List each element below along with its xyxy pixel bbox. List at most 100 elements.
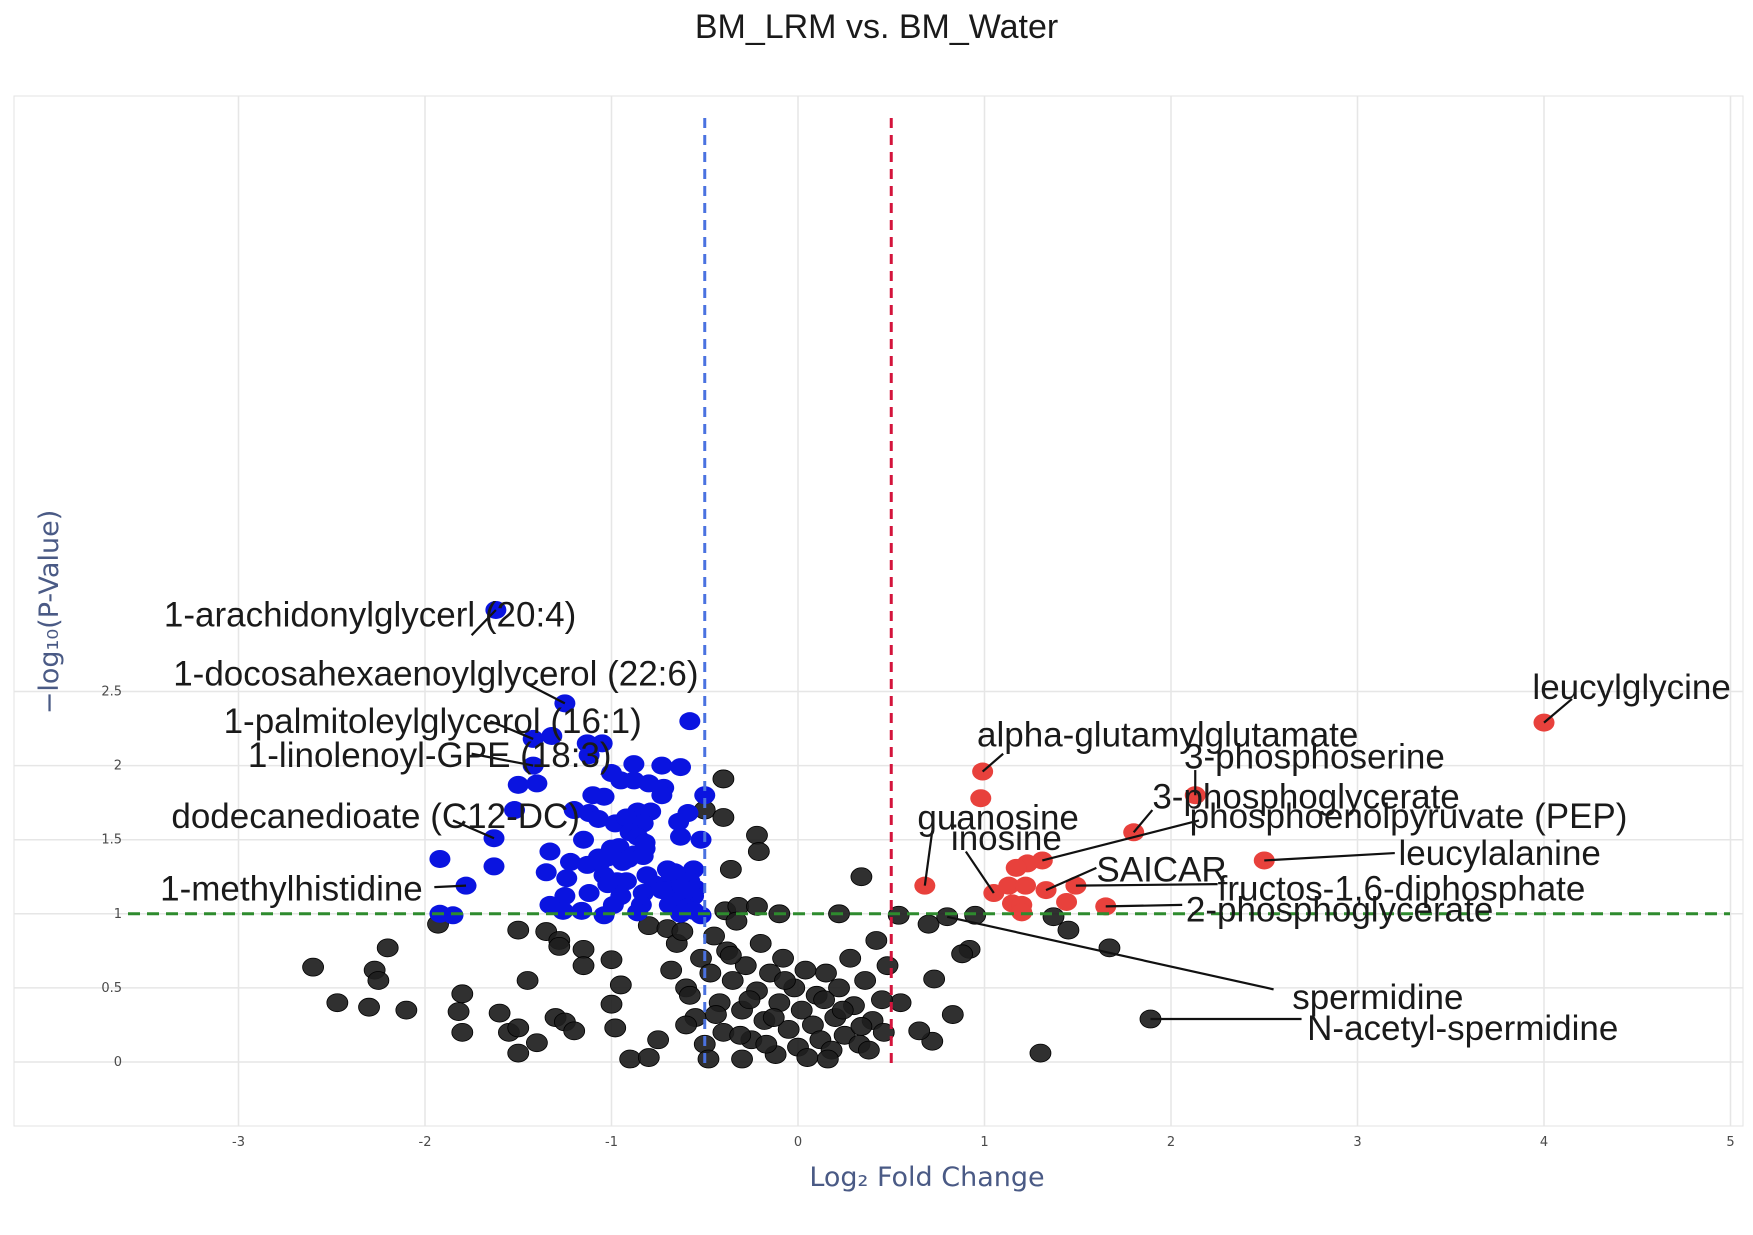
data-point-ns bbox=[755, 1034, 778, 1054]
annotation-label: 1-docosahexaenoylglycerol (22:6) bbox=[173, 655, 698, 694]
data-point-down bbox=[556, 869, 578, 888]
x-tick-label: 5 bbox=[1726, 1135, 1734, 1150]
data-point-ns bbox=[358, 997, 380, 1017]
data-point-ns bbox=[857, 1040, 880, 1060]
annotation-label: spermidine bbox=[1292, 978, 1463, 1017]
data-point-ns bbox=[678, 985, 701, 1005]
data-point-ns bbox=[548, 937, 571, 956]
annotation-leader-line bbox=[1105, 903, 1183, 908]
data-point-down bbox=[559, 852, 581, 871]
data-point-ns bbox=[777, 1019, 800, 1039]
data-point-ns bbox=[507, 920, 530, 940]
data-point-up bbox=[1015, 876, 1037, 895]
data-point-ns bbox=[876, 956, 899, 976]
data-point-down bbox=[554, 887, 576, 906]
data-point-ns bbox=[865, 931, 888, 950]
data-point-ns bbox=[488, 1003, 511, 1023]
data-point-ns bbox=[600, 950, 623, 970]
threshold-lines bbox=[128, 118, 1730, 1064]
data-point-ns bbox=[871, 990, 893, 1010]
data-point-ns bbox=[697, 1049, 720, 1069]
data-point-up bbox=[970, 789, 992, 808]
data-point-ns bbox=[796, 1048, 819, 1067]
data-point-ns bbox=[762, 1008, 785, 1027]
chart-title: BM_LRM vs. BM_Water bbox=[694, 8, 1059, 46]
data-point-down bbox=[651, 756, 673, 775]
data-point-ns bbox=[872, 1022, 895, 1042]
data-point-ns bbox=[507, 1043, 530, 1063]
data-point-ns bbox=[447, 1002, 470, 1022]
x-tick-label: -2 bbox=[419, 1135, 432, 1150]
x-tick-label: 2 bbox=[1167, 1135, 1175, 1150]
data-point-down bbox=[668, 812, 690, 831]
data-point-ns bbox=[563, 1021, 586, 1041]
data-point-ns bbox=[712, 808, 735, 827]
annotation-leader-line bbox=[964, 850, 995, 894]
data-point-ns bbox=[507, 1018, 530, 1038]
data-point-down bbox=[664, 863, 686, 882]
data-point-down bbox=[541, 726, 563, 745]
annotation-label: 1-methylhistidine bbox=[160, 870, 423, 909]
x-tick-label: 4 bbox=[1540, 1135, 1548, 1150]
data-point-ns bbox=[326, 993, 349, 1013]
data-point-ns bbox=[1029, 1043, 1052, 1063]
annotation-label: leucylglycine bbox=[1532, 668, 1730, 707]
annotation-label: 1-palmitoleylglycerol (16:1) bbox=[224, 702, 642, 741]
data-point-down bbox=[690, 830, 712, 849]
data-point-down bbox=[552, 901, 574, 920]
data-point-ns bbox=[850, 1017, 873, 1036]
data-point-down bbox=[670, 827, 692, 846]
y-tick-label: 2.5 bbox=[101, 685, 122, 700]
annotation-leader-line bbox=[452, 819, 495, 840]
annotation-leader-line bbox=[1264, 851, 1395, 862]
data-point-down bbox=[587, 809, 609, 828]
data-point-ns bbox=[699, 963, 722, 983]
data-point-up bbox=[998, 876, 1020, 895]
annotation-label: fructos-1,6-diphosphate bbox=[1218, 870, 1586, 909]
data-point-ns bbox=[772, 948, 794, 968]
data-point-ns bbox=[703, 926, 725, 946]
annotation-leader-line bbox=[1075, 883, 1218, 887]
annotation-leader-line bbox=[470, 609, 497, 636]
data-point-ns bbox=[721, 971, 744, 990]
data-point-ns bbox=[725, 911, 748, 931]
data-points bbox=[302, 600, 1555, 1069]
plot-area bbox=[13, 95, 1744, 1127]
data-point-down bbox=[483, 857, 505, 876]
data-point-down bbox=[429, 849, 451, 868]
annotation-leader-line bbox=[981, 752, 1004, 773]
data-point-ns bbox=[738, 990, 761, 1010]
data-point-ns bbox=[815, 963, 837, 983]
x-tick-label: 0 bbox=[794, 1135, 802, 1150]
data-point-down bbox=[571, 901, 593, 920]
data-point-ns bbox=[850, 867, 873, 887]
data-point-down bbox=[593, 787, 615, 806]
data-point-ns bbox=[619, 1049, 642, 1069]
data-point-ns bbox=[600, 994, 623, 1014]
data-point-ns bbox=[647, 1030, 670, 1050]
y-tick-label: 1.5 bbox=[101, 833, 122, 848]
annotation-label: 2-phosphoglycerate bbox=[1186, 890, 1493, 929]
x-axis-title: Log₂ Fold Change bbox=[809, 1162, 1044, 1193]
y-axis-title: −log₁₀(P-Value) bbox=[34, 510, 65, 715]
annotation-label: 1-arachidonylglycerl (20:4) bbox=[164, 595, 576, 634]
data-point-ns bbox=[719, 945, 742, 965]
data-point-down bbox=[507, 775, 529, 794]
data-point-down bbox=[627, 903, 649, 922]
data-point-ns bbox=[690, 948, 712, 968]
data-point-ns bbox=[451, 984, 474, 1004]
data-point-ns bbox=[367, 971, 390, 990]
annotations: 1-arachidonylglycerl (20:4) 1-docosahexae… bbox=[160, 595, 1731, 1047]
data-point-ns bbox=[951, 944, 974, 964]
annotation-label: phosphoenolpyruvate (PEP) bbox=[1190, 797, 1628, 836]
data-point-ns bbox=[828, 978, 850, 998]
data-point-ns bbox=[729, 1025, 752, 1045]
data-point-ns bbox=[923, 969, 946, 989]
data-point-ns bbox=[719, 859, 742, 879]
data-point-down bbox=[651, 786, 673, 805]
x-tick-label: 1 bbox=[980, 1135, 988, 1150]
data-point-down bbox=[612, 852, 634, 871]
data-point-ns bbox=[746, 825, 768, 845]
annotation-label: leucylalanine bbox=[1399, 834, 1601, 873]
